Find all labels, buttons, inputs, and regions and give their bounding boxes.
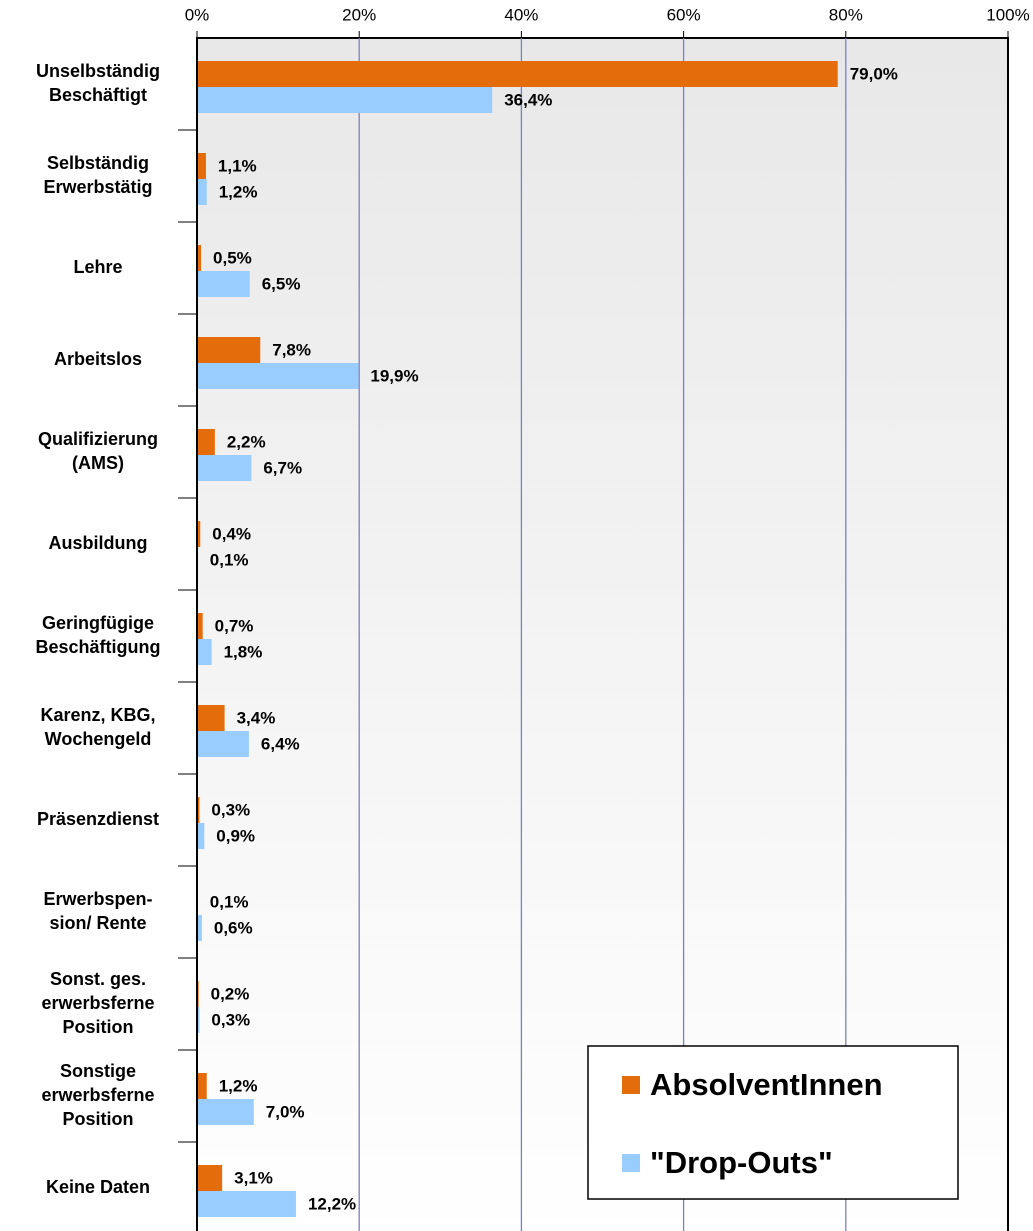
- legend-swatch: [622, 1076, 640, 1094]
- value-label: 1,1%: [218, 156, 257, 175]
- category-line: Position: [63, 1109, 134, 1129]
- value-label: 79,0%: [850, 64, 898, 83]
- value-label: 19,9%: [370, 366, 418, 385]
- value-label: 0,7%: [215, 616, 254, 635]
- category-line: Wochengeld: [45, 729, 152, 749]
- category-line: Ausbildung: [49, 533, 148, 553]
- category-label: Qualifizierung (AMS): [38, 429, 158, 473]
- x-tick-label: 100%: [986, 5, 1029, 24]
- category-line: sion/ Rente: [49, 913, 146, 933]
- value-label: 0,9%: [216, 826, 255, 845]
- category-label: Lehre: [73, 257, 122, 277]
- bar: [197, 179, 207, 205]
- category-label: Sonst. ges. erwerbsferne Position: [41, 969, 154, 1037]
- bar: [197, 521, 201, 547]
- category-line: Erwerbstätig: [43, 177, 152, 197]
- value-label: 36,4%: [504, 90, 552, 109]
- category-label: Karenz, KBG, Wochengeld: [40, 705, 155, 749]
- value-label: 0,5%: [213, 248, 252, 267]
- category-line: Präsenzdienst: [37, 809, 159, 829]
- value-label: 7,0%: [266, 1102, 305, 1121]
- bar: [197, 797, 200, 823]
- value-label: 0,1%: [210, 550, 249, 569]
- value-label: 1,2%: [219, 1076, 258, 1095]
- category-label: Sonstige erwerbsferne Position: [41, 1061, 154, 1129]
- category-label: Selbständig Erwerbstätig: [43, 153, 152, 197]
- legend-swatch: [622, 1154, 640, 1172]
- value-label: 1,2%: [219, 182, 258, 201]
- category-line: erwerbsferne: [41, 993, 154, 1013]
- category-label: Unselbständig Beschäftigt: [36, 61, 160, 105]
- category-line: Sonstige: [60, 1061, 136, 1081]
- category-label: Ausbildung: [49, 533, 148, 553]
- bar: [197, 363, 359, 389]
- category-line: Geringfügige: [42, 613, 154, 633]
- bar: [197, 87, 493, 113]
- category-line: Beschäftigt: [49, 85, 147, 105]
- category-line: Beschäftigung: [35, 637, 160, 657]
- bar: [197, 639, 212, 665]
- category-line: Keine Daten: [46, 1177, 150, 1197]
- legend-label: AbsolventInnen: [650, 1067, 883, 1102]
- value-label: 2,2%: [227, 432, 266, 451]
- bar: [197, 1007, 200, 1033]
- bar: [197, 429, 215, 455]
- value-label: 6,4%: [261, 734, 300, 753]
- bar: [197, 61, 838, 87]
- category-line: Sonst. ges.: [50, 969, 146, 989]
- x-tick-label: 40%: [504, 5, 538, 24]
- legend-label: "Drop-Outs": [650, 1145, 833, 1180]
- value-label: 0,3%: [211, 800, 250, 819]
- category-line: Karenz, KBG,: [40, 705, 155, 725]
- legend-box: [587, 1045, 959, 1200]
- value-label: 1,8%: [224, 642, 263, 661]
- bar: [197, 1073, 207, 1099]
- bar: [197, 613, 203, 639]
- category-line: Lehre: [73, 257, 122, 277]
- bar: [197, 245, 202, 271]
- x-tick-label: 0%: [185, 5, 210, 24]
- category-label: Arbeitslos: [54, 349, 142, 369]
- bar: [197, 455, 252, 481]
- value-label: 0,1%: [210, 892, 249, 911]
- bar: [197, 1099, 254, 1125]
- value-label: 3,1%: [234, 1168, 273, 1187]
- category-line: erwerbsferne: [41, 1085, 154, 1105]
- value-label: 0,6%: [214, 918, 253, 937]
- bar: [197, 271, 250, 297]
- value-label: 7,8%: [272, 340, 311, 359]
- x-tick-label: 80%: [829, 5, 863, 24]
- x-tick-label: 60%: [667, 5, 701, 24]
- bar: [197, 1191, 296, 1217]
- x-tick-label: 20%: [342, 5, 376, 24]
- bar: [197, 1165, 223, 1191]
- category-line: Arbeitslos: [54, 349, 142, 369]
- bar: [197, 915, 202, 941]
- value-label: 0,2%: [211, 984, 250, 1003]
- category-line: Selbständig: [47, 153, 149, 173]
- category-line: (AMS): [72, 453, 124, 473]
- bar: [197, 823, 205, 849]
- plot-area: [196, 37, 1009, 1231]
- value-label: 12,2%: [308, 1194, 356, 1213]
- category-line: Erwerbspen-: [43, 889, 152, 909]
- category-label: Keine Daten: [46, 1177, 150, 1197]
- category-label: Präsenzdienst: [37, 809, 159, 829]
- value-label: 0,4%: [212, 524, 251, 543]
- bar: [197, 337, 261, 363]
- bar: [197, 705, 225, 731]
- value-label: 6,5%: [262, 274, 301, 293]
- category-line: Qualifizierung: [38, 429, 158, 449]
- category-label: Geringfügige Beschäftigung: [35, 613, 160, 657]
- bar: [197, 731, 249, 757]
- category-label: Erwerbspen-sion/ Rente: [43, 889, 152, 933]
- bar: [197, 153, 206, 179]
- value-label: 0,3%: [211, 1010, 250, 1029]
- value-label: 6,7%: [263, 458, 302, 477]
- value-label: 3,4%: [237, 708, 276, 727]
- category-line: Position: [63, 1017, 134, 1037]
- category-line: Unselbständig: [36, 61, 160, 81]
